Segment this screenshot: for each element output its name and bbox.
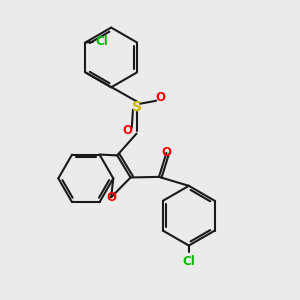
Text: S: S bbox=[132, 100, 142, 114]
Text: Cl: Cl bbox=[95, 34, 108, 47]
Text: Cl: Cl bbox=[182, 254, 195, 268]
Text: O: O bbox=[123, 124, 133, 137]
Text: O: O bbox=[155, 91, 166, 104]
Text: O: O bbox=[161, 146, 171, 160]
Text: O: O bbox=[106, 191, 116, 204]
